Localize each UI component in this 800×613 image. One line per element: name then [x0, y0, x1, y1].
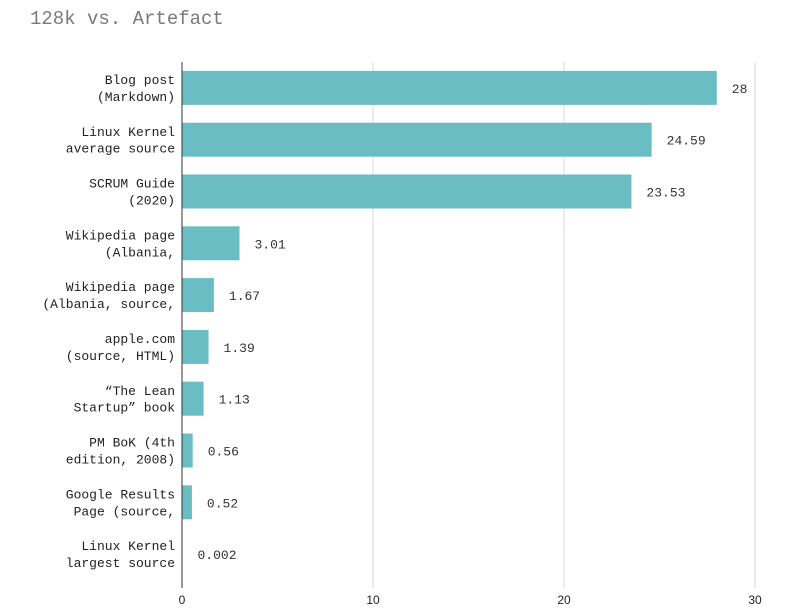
value-label: 28 [732, 82, 748, 97]
value-label: 0.002 [198, 548, 237, 563]
category-label: Linux Kernel average source [66, 125, 175, 157]
bar [182, 70, 717, 105]
category-label: SCRUM Guide (2020) [89, 177, 175, 209]
category-label: PM BoK (4th edition, 2008) [66, 436, 175, 468]
bar [182, 381, 204, 416]
chart-title: 128k vs. Artefact [30, 8, 224, 30]
category-label: Google Results Page (source, [66, 487, 175, 519]
value-label: 0.52 [207, 496, 238, 511]
bar [182, 485, 192, 520]
value-label: 1.13 [219, 393, 250, 408]
x-tick-label: 0 [179, 593, 186, 607]
value-label: 3.01 [254, 237, 285, 252]
bar [182, 174, 632, 209]
x-tick-label: 30 [748, 593, 762, 607]
bar [182, 433, 193, 468]
bar [182, 122, 652, 157]
x-tick-labels: 0 10 20 30 [179, 593, 762, 607]
value-label: 1.39 [224, 341, 255, 356]
category-label: Blog post (Markdown) [97, 73, 175, 105]
category-label: apple.com (source, HTML) [66, 332, 175, 364]
category-label: Wikipedia page (Albania, [66, 228, 175, 260]
value-label: 23.53 [646, 186, 685, 201]
x-tick-label: 10 [366, 593, 380, 607]
value-labels: 28 24.59 23.53 3.01 1.67 1.39 1.13 0.56 0.52 0.00… [198, 82, 748, 563]
bar [182, 329, 209, 364]
bar [182, 226, 240, 261]
category-label: Linux Kernel largest source [66, 539, 175, 571]
category-label: Wikipedia page (Albania, source, [42, 280, 175, 312]
x-tick-label: 20 [557, 593, 571, 607]
bars [182, 70, 717, 572]
bar [182, 278, 214, 313]
category-labels: Blog post (Markdown) Linux Kernel average s… [42, 73, 175, 571]
value-label: 1.67 [229, 289, 260, 304]
value-label: 0.56 [208, 445, 239, 460]
value-label: 24.59 [667, 134, 706, 149]
category-label: “The Lean Startup” book [74, 384, 176, 416]
